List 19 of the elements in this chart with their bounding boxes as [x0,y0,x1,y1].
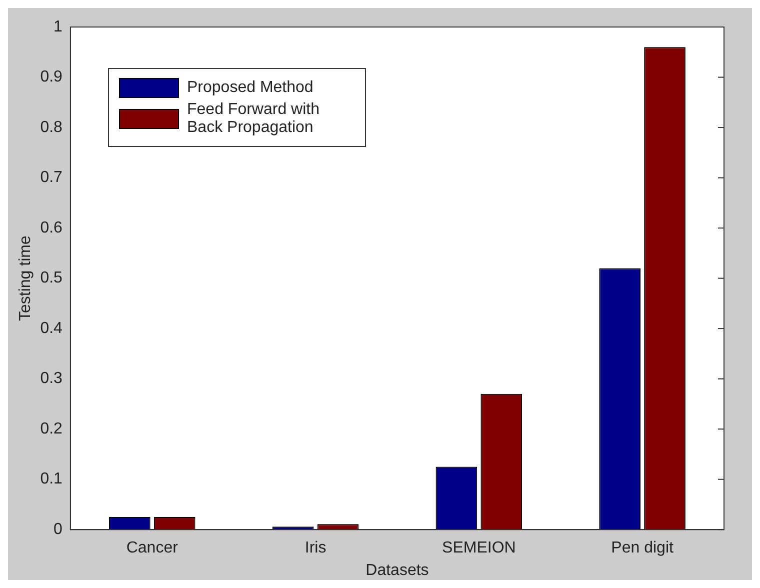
x-tick-label: SEMEION [442,540,516,557]
x-tick-label: Pen digit [611,540,674,557]
y-tick-label: 0.7 [40,169,63,186]
y-tick-label: 1 [54,18,63,36]
legend-label: Proposed Method [187,79,314,97]
x-axis-title: Datasets [366,562,429,579]
x-tick-label: Iris [304,540,326,557]
y-tick-label: 0.5 [40,270,63,287]
y-tick-label: 0.1 [40,470,63,488]
y-tick-label: 0.2 [40,420,63,438]
y-tick-label: 0.4 [40,320,63,337]
y-axis-title: Testing time [17,236,34,321]
x-tick-label: Cancer [126,540,179,557]
y-tick-label: 0.6 [40,219,63,236]
legend-label: Feed Forward with Back Propagation [187,101,320,137]
y-tick-label: 0.3 [40,370,63,388]
y-tick-label: 0.8 [40,118,63,136]
y-tick-label: 0 [54,521,63,538]
y-tick-label: 0.9 [40,68,63,86]
